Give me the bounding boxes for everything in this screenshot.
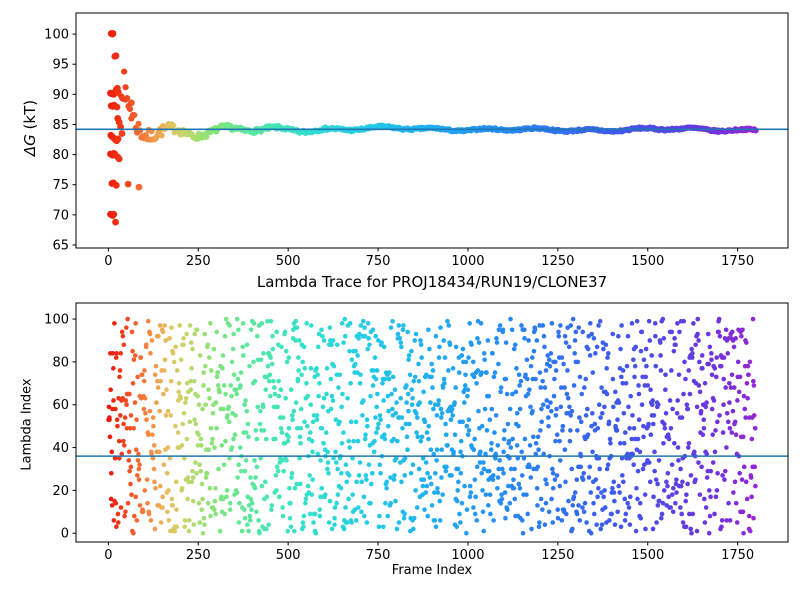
- top-plot-y-tick-label: 90: [52, 88, 69, 103]
- delta-g-symbol: ΔG: [21, 134, 39, 157]
- top-plot-y-tick-label: 65: [52, 238, 69, 253]
- top-plot-x-tick-label: 500: [276, 254, 301, 269]
- bottom-plot-axes: 0 250 500 750 1000 1250 1500 1750 0 20 40 60 80 100: [44, 302, 789, 563]
- bottom-plot-title: Lambda Trace for PROJ18434/RUN19/CLONE37: [256, 273, 608, 291]
- bottom-plot-y-tick-label: 0: [61, 527, 69, 542]
- bottom-plot-x-tick-label: 500: [276, 548, 301, 563]
- top-plot-y-tick-label: 70: [52, 208, 69, 223]
- lambda-scatter-points: [106, 316, 758, 536]
- bottom-plot-x-tick-label: 1750: [721, 548, 754, 563]
- bottom-plot-y-tick-label: 40: [52, 441, 69, 456]
- bottom-plot-x-tick-label: 0: [104, 548, 112, 563]
- bottom-plot-y-tick-label: 80: [52, 355, 69, 370]
- dg-trace-points: [107, 30, 759, 226]
- bottom-plot-x-tick-label: 250: [186, 548, 211, 563]
- bottom-plot-x-tick-label: 1500: [631, 548, 664, 563]
- bottom-plot-x-tick-label: 1250: [541, 548, 574, 563]
- bottom-plot-y-tick-label: 20: [52, 484, 69, 499]
- bottom-plot-y-tick-label: 60: [52, 398, 69, 413]
- top-plot-axes: 0 250 500 750 1000 1250 1500 1750 65 70 75 80 85 90 95…: [44, 12, 789, 269]
- top-plot-x-tick-label: 250: [186, 254, 211, 269]
- top-plot-y-tick-label: 85: [52, 118, 69, 133]
- bottom-y-axis-label: Lambda Index: [19, 378, 35, 471]
- top-plot-x-tick-label: 0: [104, 254, 112, 269]
- bottom-plot-x-tick-label: 750: [366, 548, 391, 563]
- top-plot-x-tick-label: 750: [366, 254, 391, 269]
- bottom-x-axis-label: Frame Index: [391, 563, 473, 578]
- bottom-plot-y-tick-label: 100: [44, 313, 69, 328]
- bottom-plot-x-tick-label: 1000: [451, 548, 484, 563]
- top-plot-x-tick-label: 1000: [451, 254, 484, 269]
- top-plot-x-tick-label: 1750: [721, 254, 754, 269]
- top-plot-y-tick-label: 80: [52, 148, 69, 163]
- top-plot-x-tick-label: 1250: [541, 254, 574, 269]
- top-plot-y-tick-label: 75: [52, 178, 69, 193]
- top-plot-y-tick-label: 95: [52, 58, 69, 73]
- top-plot-x-tick-label: 1500: [631, 254, 664, 269]
- top-y-axis-label: ΔG (kT): [21, 48, 39, 208]
- delta-g-unit: (kT): [21, 99, 39, 135]
- top-plot-y-tick-label: 100: [44, 28, 69, 43]
